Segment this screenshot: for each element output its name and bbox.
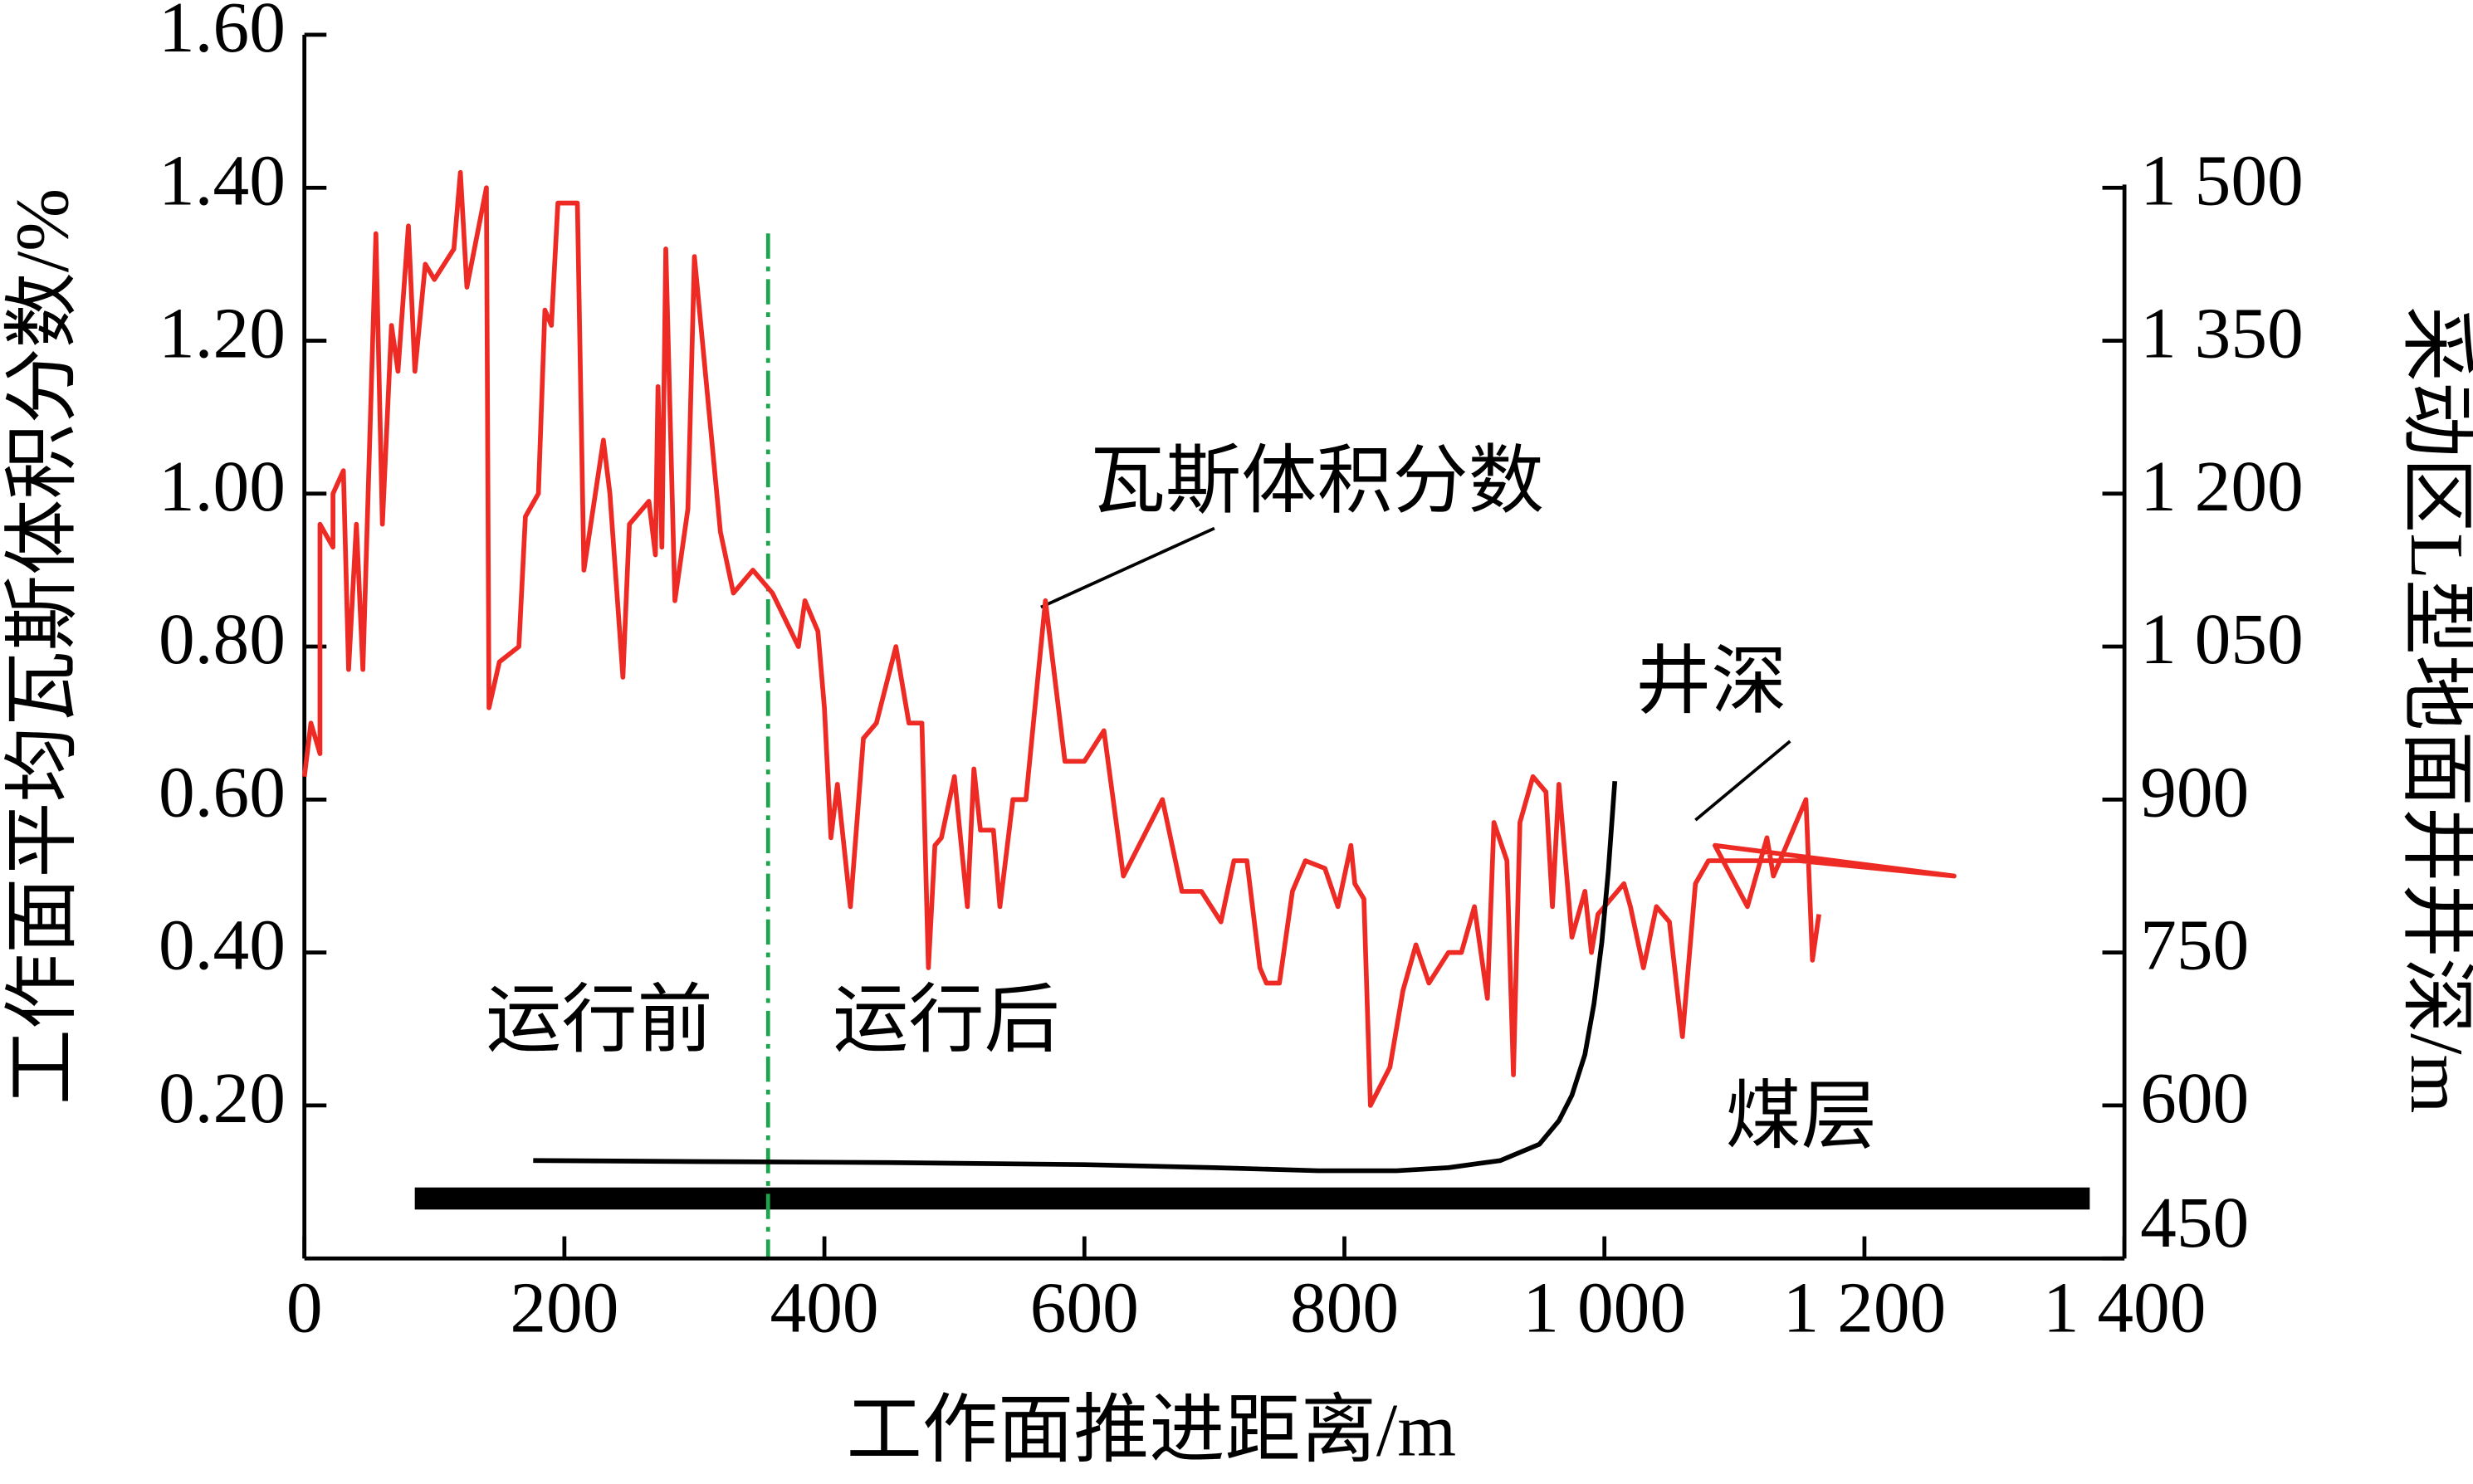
annotation: 运行前 <box>486 979 713 1062</box>
y2-tick-label: 1 350 <box>2140 293 2304 373</box>
annotation: 煤层 <box>1725 1075 1876 1159</box>
leader-line <box>1040 526 1215 609</box>
y-tick-label: 0.40 <box>159 905 286 985</box>
x-tick-label: 800 <box>1290 1267 1399 1348</box>
series-line <box>301 169 1957 1108</box>
x-tick-label: 400 <box>770 1267 879 1348</box>
y2-tick-label: 1 050 <box>2140 598 2304 679</box>
y2-tick-label: 1 200 <box>2140 446 2304 526</box>
y2-tick-label: 600 <box>2140 1057 2249 1138</box>
y-tick-label: 0.20 <box>159 1057 286 1138</box>
x-tick-label: 1 000 <box>1522 1267 1686 1348</box>
annotation: 瓦斯体积分数 <box>1090 439 1544 523</box>
y-tick-label: 1.20 <box>159 293 286 373</box>
y2-tick-label: 450 <box>2140 1182 2249 1262</box>
x-tick-label: 1 400 <box>2043 1267 2207 1348</box>
y2-tick-label: 750 <box>2140 905 2249 985</box>
x-tick-label: 1 200 <box>1783 1267 1947 1348</box>
series-line <box>533 781 1618 1174</box>
x-tick-label: 600 <box>1030 1267 1139 1348</box>
x-tick-label: 200 <box>510 1267 618 1348</box>
y-tick-label: 0.60 <box>159 751 286 832</box>
y-tick-label: 0.80 <box>159 598 286 679</box>
y-axis-title: 工作面平均瓦斯体积分数/% <box>1 188 85 1105</box>
x-tick-label: 0 <box>286 1267 323 1348</box>
leader-line <box>1694 740 1791 822</box>
annotation: 井深 <box>1635 639 1786 723</box>
y-tick-label: 1.00 <box>159 446 286 526</box>
y-tick-label: 1.40 <box>159 139 286 220</box>
coal-seam <box>414 1187 2090 1210</box>
x-axis-title: 工作面推进距离/m <box>847 1389 1457 1472</box>
y2-axis-title: 采动区L型地面井井深/m <box>2395 306 2473 1114</box>
y-tick-label: 1.60 <box>159 0 286 67</box>
annotation: 运行后 <box>833 979 1060 1062</box>
y2-tick-label: 1 500 <box>2140 139 2304 220</box>
y2-tick-label: 900 <box>2140 751 2249 832</box>
